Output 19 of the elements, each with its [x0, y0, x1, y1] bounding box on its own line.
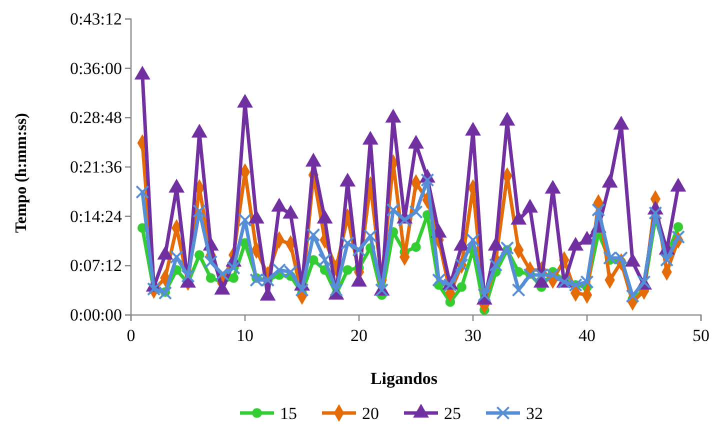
legend-label: 15 [280, 404, 297, 423]
legend-label: 25 [444, 404, 461, 423]
x-tick-label: 40 [578, 326, 596, 345]
x-tick-label: 0 [126, 326, 136, 345]
y-tick-label: 0:14:24 [70, 206, 122, 226]
y-tick-label: 0:21:36 [70, 157, 122, 176]
x-tick-label: 20 [350, 326, 368, 345]
legend-label: 32 [526, 404, 543, 423]
y-tick-label: 0:36:00 [70, 58, 122, 78]
legend-label: 20 [362, 404, 379, 423]
y-tick-label: 0:00:00 [70, 305, 122, 324]
y-tick-label: 0:43:12 [70, 9, 122, 28]
x-axis-title: Ligandos [370, 369, 438, 388]
y-tick-label: 0:28:48 [70, 108, 122, 128]
x-tick-label: 50 [692, 326, 710, 345]
y-tick-label: 0:07:12 [70, 256, 122, 276]
x-tick-label: 30 [464, 326, 482, 345]
y-axis-title: Tempo (h:mm:ss) [13, 113, 30, 233]
x-tick-label: 10 [236, 326, 254, 345]
